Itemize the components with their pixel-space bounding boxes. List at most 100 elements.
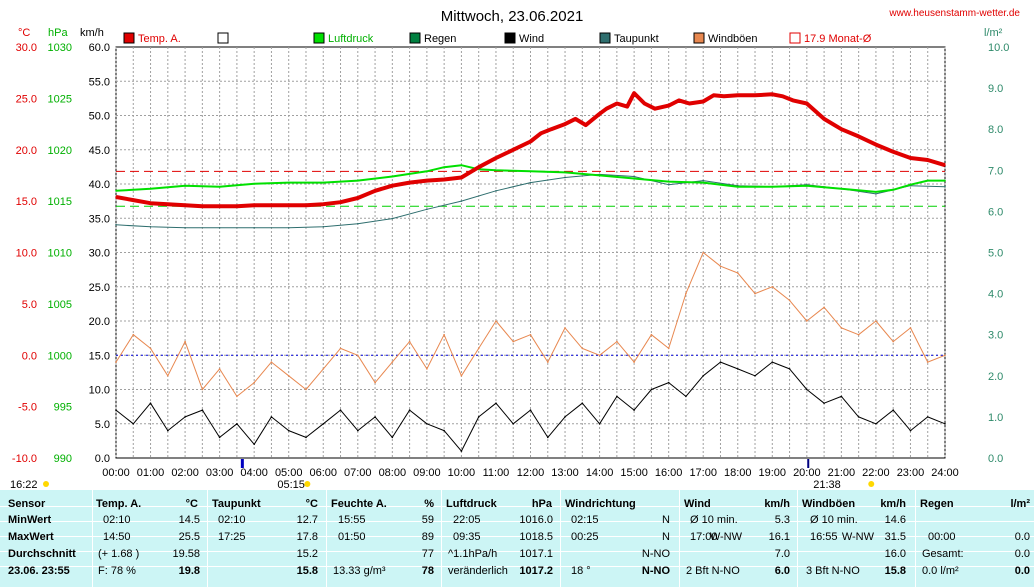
stats-header: Sensor [8, 498, 46, 510]
website-url: www.heusenstamm-wetter.de [888, 8, 1020, 19]
data-point [678, 99, 680, 102]
data-point [391, 184, 394, 187]
data-point [781, 95, 784, 98]
rain-time: 0.0 l/m² [922, 565, 959, 577]
data-point [374, 190, 376, 192]
temp-tick-label: 20.0 [16, 145, 37, 157]
data-point [892, 189, 894, 191]
data-point [581, 347, 584, 350]
wind-tick-label: 40.0 [89, 179, 110, 191]
row-separator [0, 566, 1034, 567]
data-point [287, 204, 290, 206]
data-point [115, 361, 117, 363]
data-point [357, 429, 359, 432]
data-point [477, 166, 480, 168]
data-point [944, 164, 946, 166]
data-point [806, 102, 808, 105]
x-tick-label: 01:00 [137, 467, 165, 479]
data-point [460, 176, 463, 179]
data-point [702, 179, 704, 182]
column-separator [560, 490, 561, 587]
data-point [633, 175, 635, 178]
data-point [443, 333, 445, 336]
data-point [408, 181, 411, 184]
data-point [236, 423, 238, 425]
data-point [218, 205, 221, 208]
stats-row-label: MaxWert [8, 531, 54, 543]
data-point [322, 423, 325, 425]
pressure-tick-label: 995 [54, 402, 72, 414]
pressure-tick-label: 1015 [48, 196, 72, 208]
humidity-time: 01:50 [338, 531, 366, 543]
pressure-time: 09:35 [453, 531, 481, 543]
data-point [495, 402, 497, 405]
x-tick-label: 20:00 [793, 467, 821, 479]
data-point [115, 409, 117, 411]
data-point [426, 423, 428, 425]
x-tick-label: 02:00 [171, 467, 199, 479]
data-point [218, 227, 221, 229]
data-point [605, 107, 608, 110]
data-point [823, 118, 825, 120]
data-point [857, 135, 860, 138]
data-point [374, 416, 376, 418]
temp-value: 14.5 [178, 514, 200, 526]
row-separator [0, 521, 1034, 522]
data-point [391, 436, 394, 439]
data-point [167, 203, 169, 205]
sunset-sun-icon [868, 481, 875, 487]
data-point [547, 361, 549, 363]
data-point [253, 443, 255, 446]
data-point [875, 423, 877, 425]
data-point [149, 226, 152, 228]
data-point [875, 143, 877, 146]
x-tick-label: 05:00 [275, 467, 303, 479]
data-point [598, 113, 601, 115]
wind-tick-label: 20.0 [89, 316, 110, 328]
temp-unit-label: °C [18, 27, 30, 39]
pressure-time: veränderlich [448, 565, 508, 577]
stats-header-unit: hPa [531, 498, 552, 510]
data-point [944, 179, 946, 182]
temp-tick-label: 0.0 [22, 350, 37, 362]
data-point [287, 227, 290, 229]
data-point [598, 174, 601, 177]
data-point [305, 388, 307, 391]
pressure-tick-label: 1025 [48, 93, 72, 105]
wind-tick-label: 15.0 [89, 350, 110, 362]
data-point [201, 205, 204, 208]
data-point [616, 340, 618, 343]
data-point [253, 182, 255, 185]
data-point [719, 361, 722, 363]
data-point [840, 327, 843, 329]
data-point [667, 347, 670, 350]
legend-label: Luftdruck [328, 33, 374, 45]
data-point [184, 416, 186, 418]
x-tick-label: 08:00 [379, 467, 407, 479]
data-point [654, 107, 656, 110]
stats-header-unit: km/h [880, 498, 906, 510]
data-point [253, 381, 255, 384]
pressure-tick-label: 990 [54, 453, 72, 465]
rain-tick-label: 2.0 [988, 371, 1003, 383]
data-point [685, 395, 687, 398]
data-point [495, 169, 497, 172]
data-point [495, 320, 497, 322]
wind-tick-label: 55.0 [89, 76, 110, 88]
data-point [892, 340, 894, 343]
data-point [598, 354, 601, 357]
data-point [550, 128, 552, 130]
pressure-value: 1016.0 [519, 514, 553, 526]
temp-tick-label: 30.0 [16, 42, 37, 54]
x-tick-label: 12:00 [517, 467, 545, 479]
stats-header: Windböen [802, 498, 856, 510]
gust-time: 16:55 [810, 531, 838, 543]
data-point [132, 423, 135, 425]
x-tick-label: 13:00 [551, 467, 579, 479]
x-tick-label: 19:00 [759, 467, 787, 479]
data-point [737, 368, 739, 370]
data-point [218, 436, 221, 439]
update-time: 16:22 [10, 479, 38, 490]
wind-tick-label: 35.0 [89, 213, 110, 225]
gust-dir: W-NW [841, 531, 874, 543]
